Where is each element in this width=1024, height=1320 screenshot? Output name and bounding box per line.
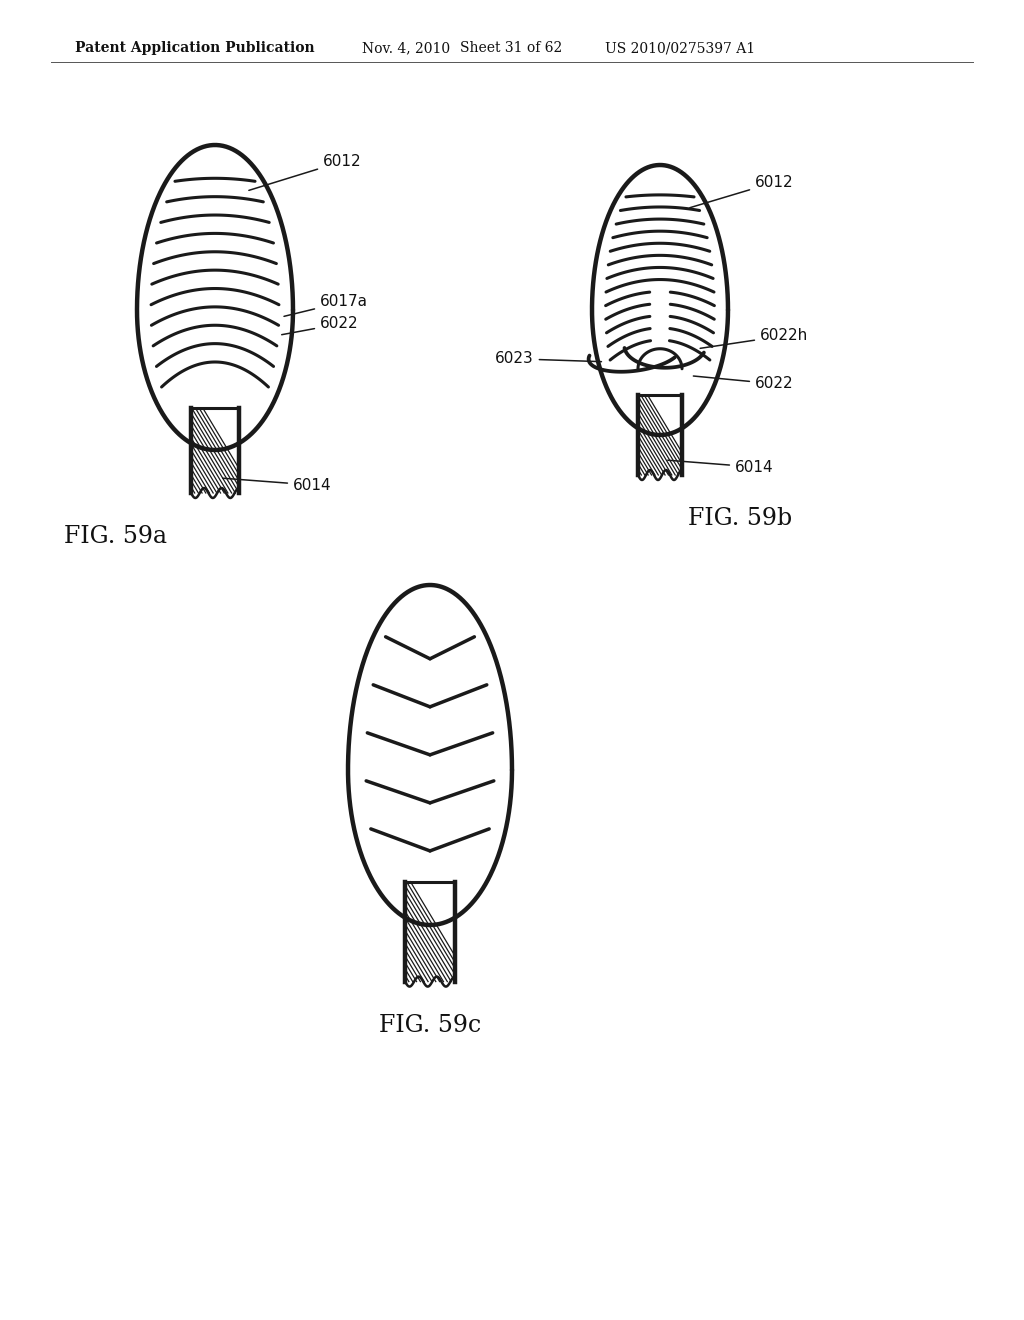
Text: 6012: 6012 (690, 176, 794, 207)
Text: FIG. 59b: FIG. 59b (688, 507, 792, 531)
Text: 6022: 6022 (282, 317, 358, 335)
Text: Nov. 4, 2010: Nov. 4, 2010 (362, 41, 451, 55)
Text: 6022: 6022 (693, 376, 794, 391)
Text: FIG. 59c: FIG. 59c (379, 1014, 481, 1036)
Text: FIG. 59a: FIG. 59a (63, 525, 167, 548)
Text: Sheet 31 of 62: Sheet 31 of 62 (460, 41, 562, 55)
Text: 6023: 6023 (495, 351, 601, 366)
Text: 6017a: 6017a (284, 294, 368, 317)
Text: Patent Application Publication: Patent Application Publication (75, 41, 314, 55)
Text: 6014: 6014 (668, 459, 773, 474)
Text: 6012: 6012 (249, 154, 361, 190)
Text: US 2010/0275397 A1: US 2010/0275397 A1 (605, 41, 755, 55)
Text: 6022h: 6022h (700, 329, 808, 348)
Text: 6014: 6014 (223, 478, 332, 492)
